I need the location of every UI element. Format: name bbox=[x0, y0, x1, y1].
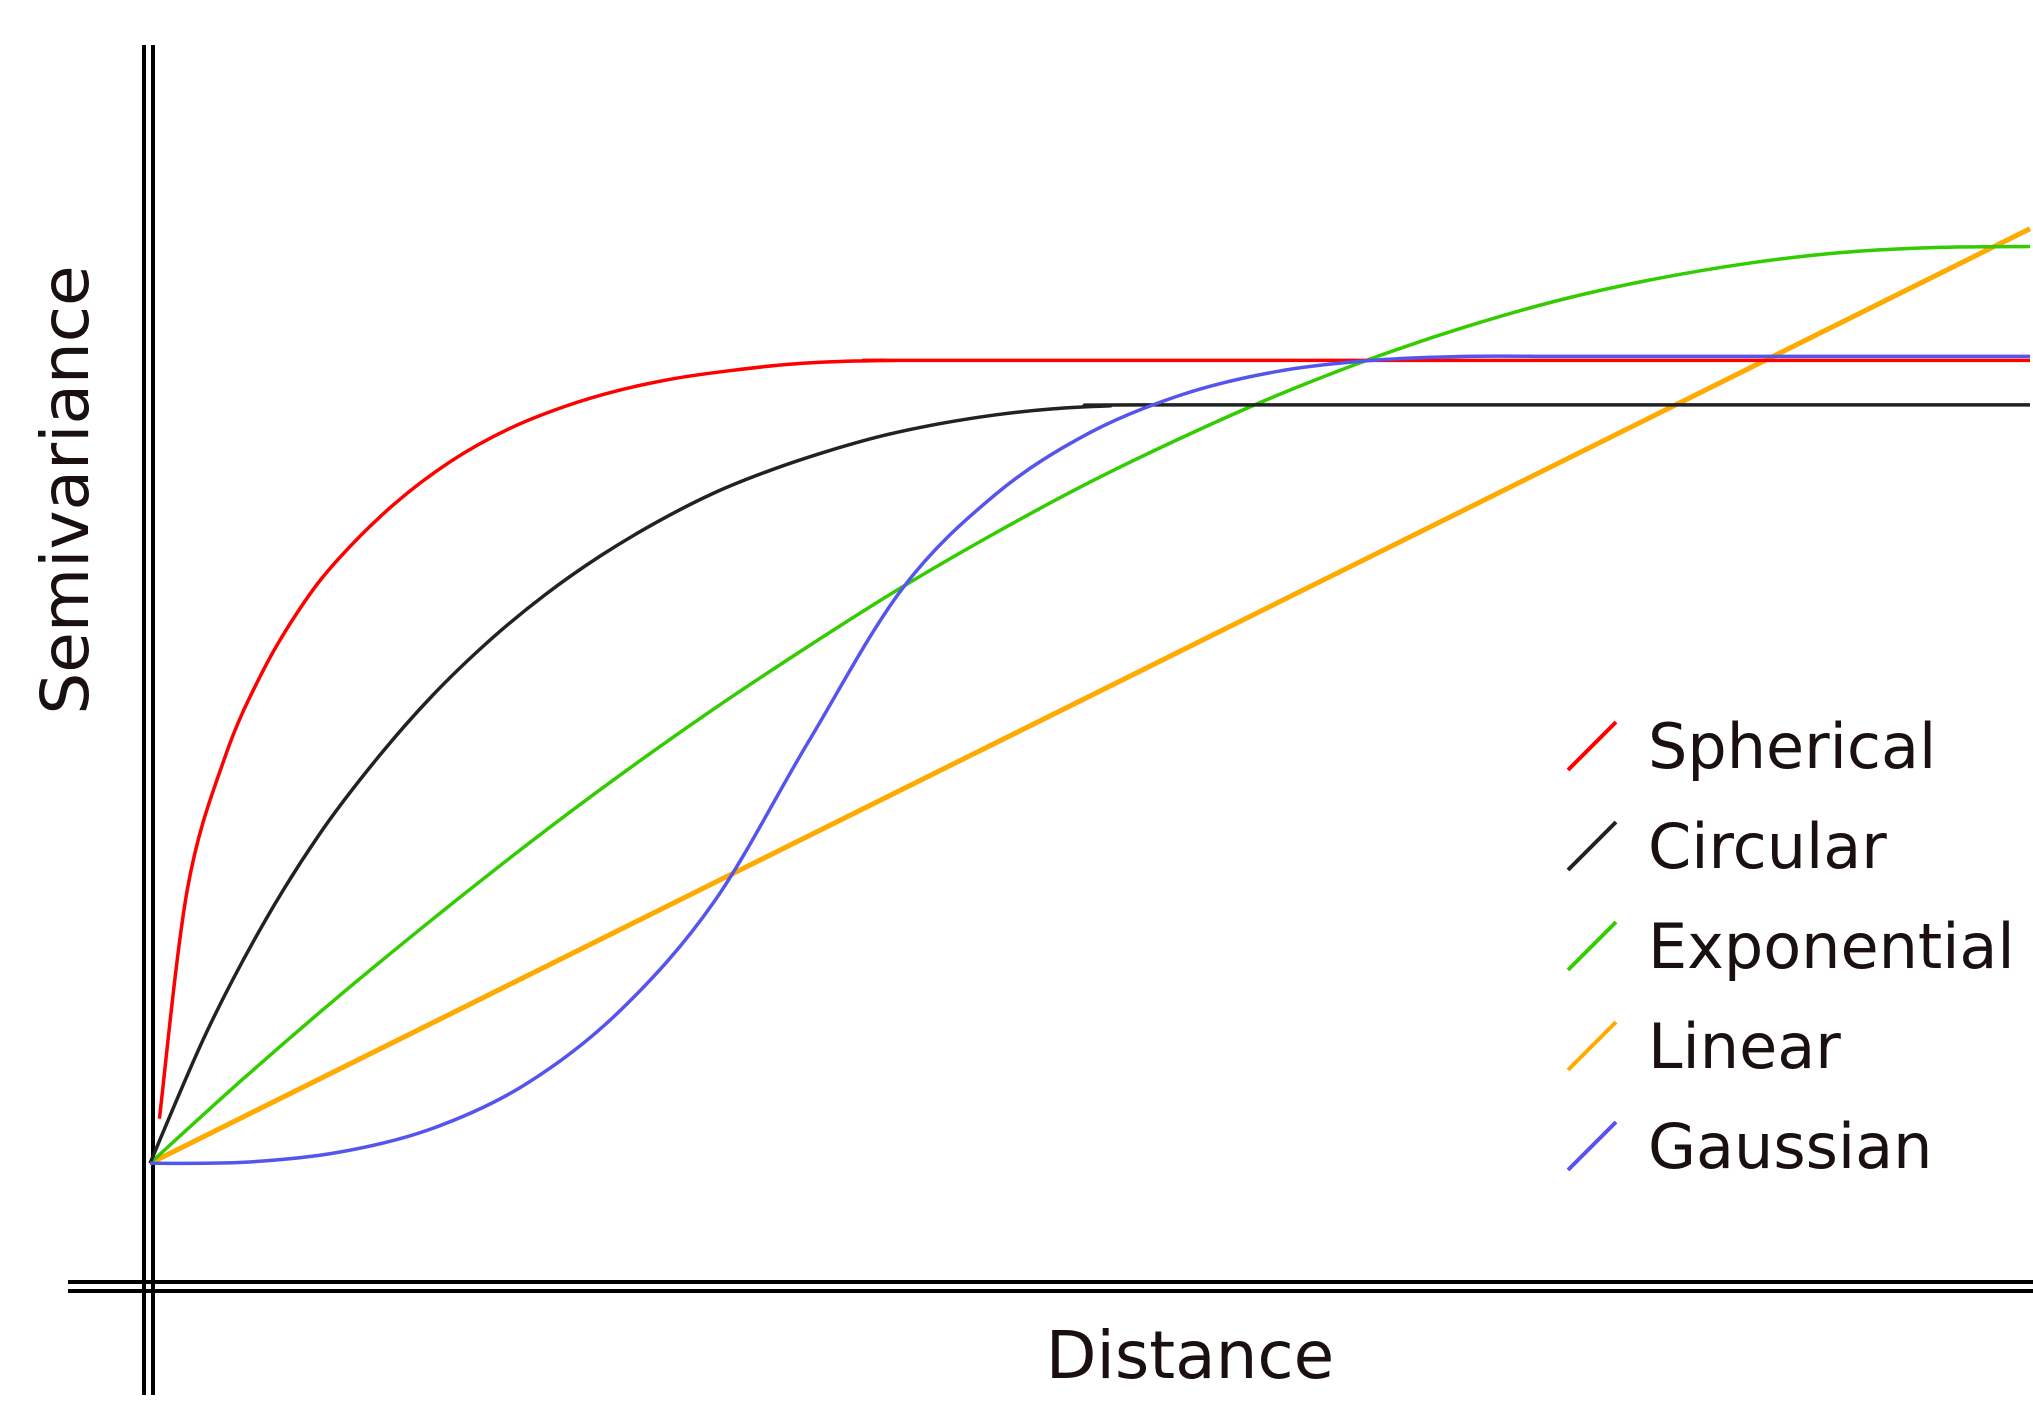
legend-label-gaussian: Gaussian bbox=[1648, 1110, 1932, 1183]
y-axis-title: Semivariance bbox=[27, 265, 104, 714]
legend-label-spherical: Spherical bbox=[1648, 710, 1936, 783]
legend-item-circular: Circular bbox=[1566, 810, 1887, 883]
legend-item-exponential: Exponential bbox=[1566, 910, 2015, 983]
legend-label-linear: Linear bbox=[1648, 1010, 1841, 1083]
x-axis bbox=[68, 1280, 2033, 1293]
legend-label-circular: Circular bbox=[1648, 810, 1887, 883]
x-axis-title: Distance bbox=[1046, 1317, 1335, 1394]
legend-item-spherical: Spherical bbox=[1566, 710, 1936, 783]
series-layer bbox=[148, 226, 2032, 1166]
legend-item-linear: Linear bbox=[1566, 1010, 1841, 1083]
series-line-exponential bbox=[148, 244, 2031, 1165]
legend: Spherical Circular Exponential Linear Gaussi… bbox=[1566, 710, 2015, 1183]
legend-item-gaussian: Gaussian bbox=[1566, 1110, 1932, 1183]
series-line-circular bbox=[148, 403, 2031, 1164]
series-line-spherical bbox=[157, 358, 2030, 1119]
legend-swatch-gaussian bbox=[1566, 1120, 1618, 1172]
legend-label-exponential: Exponential bbox=[1648, 910, 2015, 983]
legend-swatch-spherical bbox=[1566, 720, 1618, 772]
legend-swatch-linear bbox=[1566, 1020, 1618, 1072]
y-axis bbox=[142, 45, 155, 1395]
legend-swatch-exponential bbox=[1566, 920, 1618, 972]
series-line-linear bbox=[148, 226, 2032, 1166]
legend-swatch-circular bbox=[1566, 820, 1618, 872]
series-line-gaussian bbox=[149, 354, 2030, 1166]
